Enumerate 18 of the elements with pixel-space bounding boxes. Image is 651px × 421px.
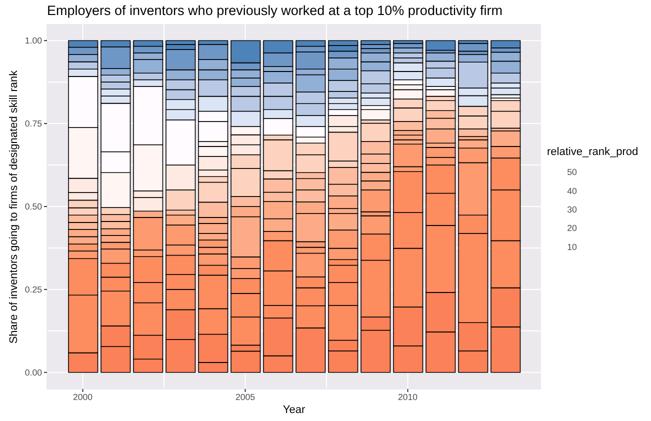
y-tick-label: 0.00: [24, 368, 42, 378]
x-tick-label: 2000: [72, 392, 93, 402]
y-tick-label: 0.50: [24, 202, 42, 212]
text: 40: [567, 186, 577, 196]
text: 10: [567, 242, 577, 252]
y-tick-label: 1.00: [24, 36, 42, 46]
y-tick-label: 0.75: [24, 118, 42, 129]
x-axis-title: Year: [282, 404, 306, 416]
y-tick-label: 0.25: [24, 284, 42, 295]
x-tick-label: 2005: [235, 392, 256, 402]
y-axis-title: Share of inventors going to firms of designated skill rank: [8, 70, 20, 344]
legend-title: relative_rank_prod: [547, 146, 638, 158]
text: 20: [567, 223, 577, 234]
text: 50: [567, 167, 577, 178]
text: 30: [567, 204, 577, 214]
bar: [360, 109, 391, 120]
x-tick-label: 2010: [398, 392, 418, 402]
chart-title: Employers of inventors who previously worked at a top 10% productivity firm: [47, 3, 502, 18]
